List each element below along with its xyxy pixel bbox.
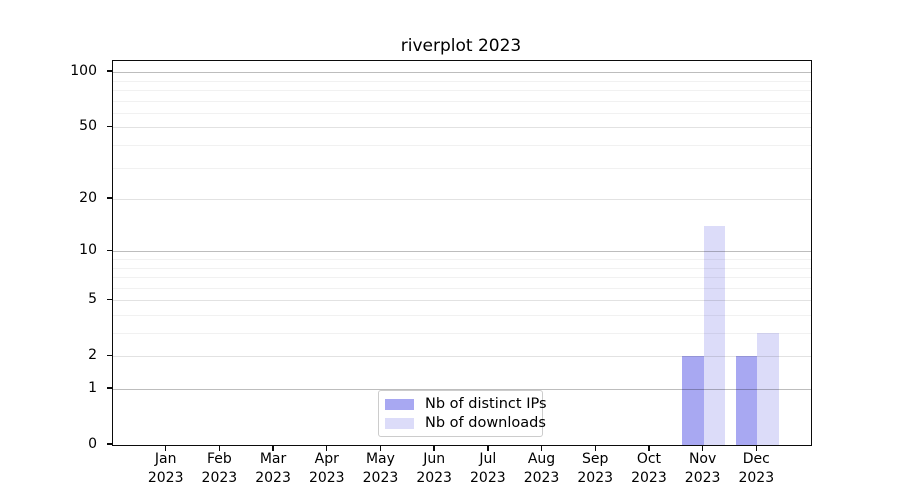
x-tick-mark-nov xyxy=(701,445,704,451)
x-tick-mark-apr xyxy=(326,445,328,451)
x-tick-label-jul: Jul 2023 xyxy=(470,451,506,486)
chart-title: riverplot 2023 xyxy=(400,36,522,56)
gridline-y-1 xyxy=(113,389,811,390)
gridline-y-30 xyxy=(113,167,811,169)
x-tick-label-feb: Feb 2023 xyxy=(201,451,238,486)
gridline-y-10 xyxy=(113,251,811,253)
y-tick-label-0: 0 xyxy=(88,436,97,452)
plot-area xyxy=(112,60,812,446)
x-tick-mark-sep xyxy=(594,445,596,451)
bar-nb-of-downloads xyxy=(703,226,726,445)
y-tick-label-2: 2 xyxy=(88,347,97,364)
x-tick-label-mar: Mar 2023 xyxy=(255,451,291,486)
x-tick-mark-feb xyxy=(218,445,221,451)
gridline-y-50 xyxy=(113,127,811,129)
x-tick-label-may: May 2023 xyxy=(362,451,399,486)
y-tick-label-5: 5 xyxy=(88,291,97,308)
x-tick-mark-jul xyxy=(487,445,489,451)
y-tick-mark-100 xyxy=(107,70,112,72)
gridline-y-90 xyxy=(113,80,811,82)
x-tick-label-jun: Jun 2023 xyxy=(416,451,452,486)
gridline-y-6 xyxy=(113,287,811,289)
y-tick-mark-1 xyxy=(107,387,112,389)
y-tick-label-100: 100 xyxy=(70,63,97,80)
gridline-y-40 xyxy=(113,145,811,146)
bar-nb-of-distinct-ips xyxy=(735,356,758,445)
gridline-y-7 xyxy=(113,277,811,279)
legend-item-distinct-ips: Nb of distinct IPs xyxy=(385,396,547,412)
x-tick-mark-jun xyxy=(433,445,435,451)
x-tick-label-oct: Oct 2023 xyxy=(631,451,667,486)
x-tick-mark-oct xyxy=(648,445,650,451)
legend-swatch-distinct-ips xyxy=(385,398,414,410)
x-tick-label-dec: Dec 2023 xyxy=(738,451,775,486)
x-tick-label-apr: Apr 2023 xyxy=(308,451,345,486)
x-tick-label-jan: Jan 2023 xyxy=(147,451,184,486)
gridline-y-9 xyxy=(113,258,811,260)
gridline-y-5 xyxy=(113,300,811,302)
y-tick-mark-20 xyxy=(107,197,112,199)
y-tick-mark-0 xyxy=(107,443,112,445)
legend-item-downloads: Nb of downloads xyxy=(385,415,546,431)
gridline-y-3 xyxy=(113,333,811,334)
gridline-y-80 xyxy=(113,90,811,91)
legend-label-downloads: Nb of downloads xyxy=(425,414,546,431)
bar-nb-of-downloads xyxy=(757,333,779,445)
x-tick-label-sep: Sep 2023 xyxy=(577,451,614,486)
y-tick-mark-10 xyxy=(107,249,112,251)
y-tick-label-20: 20 xyxy=(79,190,97,207)
y-tick-label-10: 10 xyxy=(79,242,97,259)
legend: Nb of distinct IPs Nb of downloads xyxy=(378,390,547,437)
x-tick-label-aug: Aug 2023 xyxy=(523,451,560,486)
y-tick-mark-50 xyxy=(107,125,112,128)
legend-swatch-downloads xyxy=(385,417,414,429)
gridline-y-2 xyxy=(113,356,811,358)
x-tick-label-nov: Nov 2023 xyxy=(684,451,721,486)
gridline-y-20 xyxy=(113,199,811,201)
gridline-y-4 xyxy=(113,314,811,316)
x-tick-mark-mar xyxy=(272,445,274,451)
y-tick-mark-5 xyxy=(107,298,112,300)
y-tick-label-50: 50 xyxy=(79,118,97,135)
legend-label-distinct-ips: Nb of distinct IPs xyxy=(425,395,547,412)
x-tick-mark-aug xyxy=(540,445,543,451)
y-tick-mark-2 xyxy=(107,354,112,356)
bar-nb-of-distinct-ips xyxy=(682,356,704,445)
gridline-y-70 xyxy=(113,100,811,102)
gridline-y-8 xyxy=(113,267,811,269)
x-tick-mark-dec xyxy=(755,445,757,451)
x-tick-mark-jan xyxy=(164,445,167,451)
y-tick-label-1: 1 xyxy=(88,380,97,396)
x-tick-mark-may xyxy=(379,445,382,451)
gridline-y-100 xyxy=(113,72,811,74)
gridline-y-60 xyxy=(113,112,811,114)
